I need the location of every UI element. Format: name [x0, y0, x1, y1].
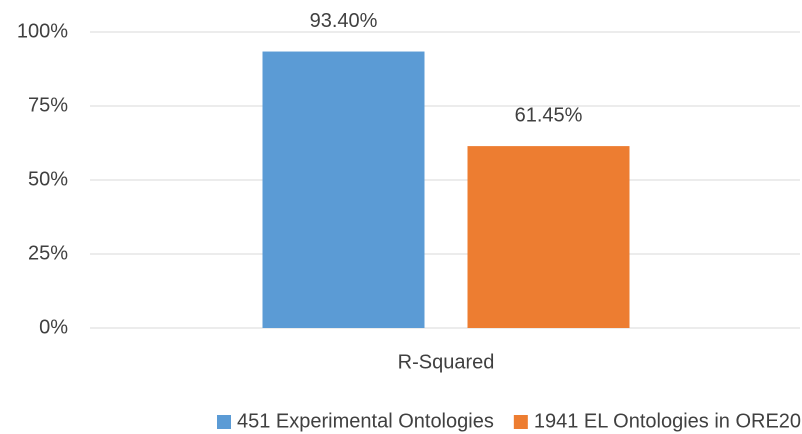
legend-swatch: [513, 415, 528, 429]
legend-swatch: [217, 415, 231, 429]
y-tick-label: 50%: [28, 168, 68, 190]
y-tick-label: 100%: [17, 20, 68, 42]
data-label: 61.45%: [515, 104, 583, 126]
data-label: 93.40%: [310, 10, 378, 32]
y-tick-label: 25%: [28, 242, 68, 264]
y-tick-label: 0%: [39, 316, 68, 338]
bar: [262, 51, 425, 328]
x-tick-label: R-Squared: [398, 351, 495, 373]
legend-label: 451 Experimental Ontologies: [237, 410, 494, 432]
bar: [467, 146, 630, 328]
y-tick-label: 75%: [28, 94, 68, 116]
legend-label: 1941 EL Ontologies in ORE2014: [534, 410, 802, 432]
